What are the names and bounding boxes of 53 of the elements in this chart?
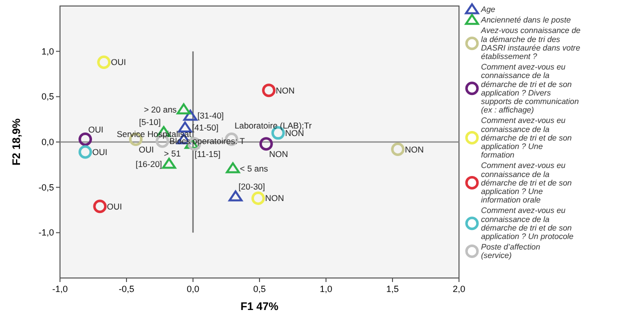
data-label: OUI bbox=[110, 57, 126, 68]
point bbox=[183, 110, 198, 121]
point bbox=[162, 158, 176, 169]
x-tick-label: 1,5 bbox=[386, 284, 399, 294]
data-label: OUI bbox=[106, 201, 122, 212]
data-label: [31-40] bbox=[197, 110, 224, 121]
legend-label: Comment avez-vous eu connaissance de la démarche de tri et de son application ? Divers supports de communication (ex : affichage) bbox=[481, 62, 580, 115]
legend-label: Comment avez-vous eu connaissance de la démarche de tri et de son application ? Une formation bbox=[481, 116, 572, 160]
data-label: NON bbox=[404, 144, 424, 154]
data-label: [16-20] bbox=[136, 158, 162, 169]
point bbox=[259, 137, 273, 151]
point bbox=[228, 190, 243, 202]
data-label: [5-10] bbox=[138, 117, 161, 128]
point bbox=[78, 132, 92, 146]
legend-label: Age bbox=[480, 5, 496, 14]
x-tick-label: 2,0 bbox=[452, 284, 466, 294]
data-label: OUI bbox=[92, 146, 108, 157]
point bbox=[251, 191, 265, 205]
y-tick-label: -0,5 bbox=[38, 182, 54, 192]
x-tick-label: -0,5 bbox=[118, 284, 134, 294]
point bbox=[391, 142, 405, 156]
legend-label: Comment avez-vous eu connaissance de la démarche de tri et de son application ? Une information orale bbox=[481, 161, 572, 205]
y-tick-label: -1,0 bbox=[38, 228, 54, 238]
point bbox=[78, 145, 92, 159]
x-tick-label: 0,0 bbox=[186, 284, 200, 294]
data-label: OUI bbox=[138, 144, 154, 154]
x-tick-label: -1,0 bbox=[52, 284, 68, 294]
data-label: [11-15] bbox=[194, 148, 221, 159]
y-axis-title: F2 18,9% bbox=[11, 118, 23, 166]
data-label: > 20 ans bbox=[144, 104, 177, 114]
data-label: NON bbox=[269, 148, 288, 159]
data-label: NON bbox=[265, 193, 284, 204]
point bbox=[97, 55, 111, 69]
data-label: > 51 bbox=[164, 148, 181, 158]
data-label: < 5 ans bbox=[240, 163, 268, 174]
x-tick-label: 1,0 bbox=[320, 284, 332, 294]
data-label: OUI bbox=[88, 124, 104, 134]
legend-label: Comment avez-vous eu connaissance de la démarche de tri et de son application ? Un protocole bbox=[481, 206, 574, 241]
point bbox=[176, 103, 191, 114]
data-label: Laboratoire (LAB);Tr bbox=[234, 120, 312, 130]
x-axis-title: F1 47% bbox=[240, 301, 279, 313]
y-tick-label: 0,5 bbox=[41, 92, 54, 102]
legend-label: Poste d’affection (service) bbox=[481, 242, 541, 260]
point bbox=[262, 84, 276, 98]
data-label: [20-30] bbox=[238, 181, 266, 192]
point bbox=[93, 200, 107, 214]
legend-label: Ancienneté dans le poste bbox=[480, 16, 572, 25]
legend-label: Avez-vous connaissance de la démarche de tri des DASRI instaurée dans votre établissement ? bbox=[480, 26, 582, 61]
y-tick-label: 0,0 bbox=[41, 137, 54, 147]
y-tick-label: 1,0 bbox=[41, 46, 54, 56]
x-tick-label: 0,5 bbox=[253, 284, 266, 294]
point bbox=[226, 162, 240, 174]
data-label: NON bbox=[276, 85, 295, 96]
